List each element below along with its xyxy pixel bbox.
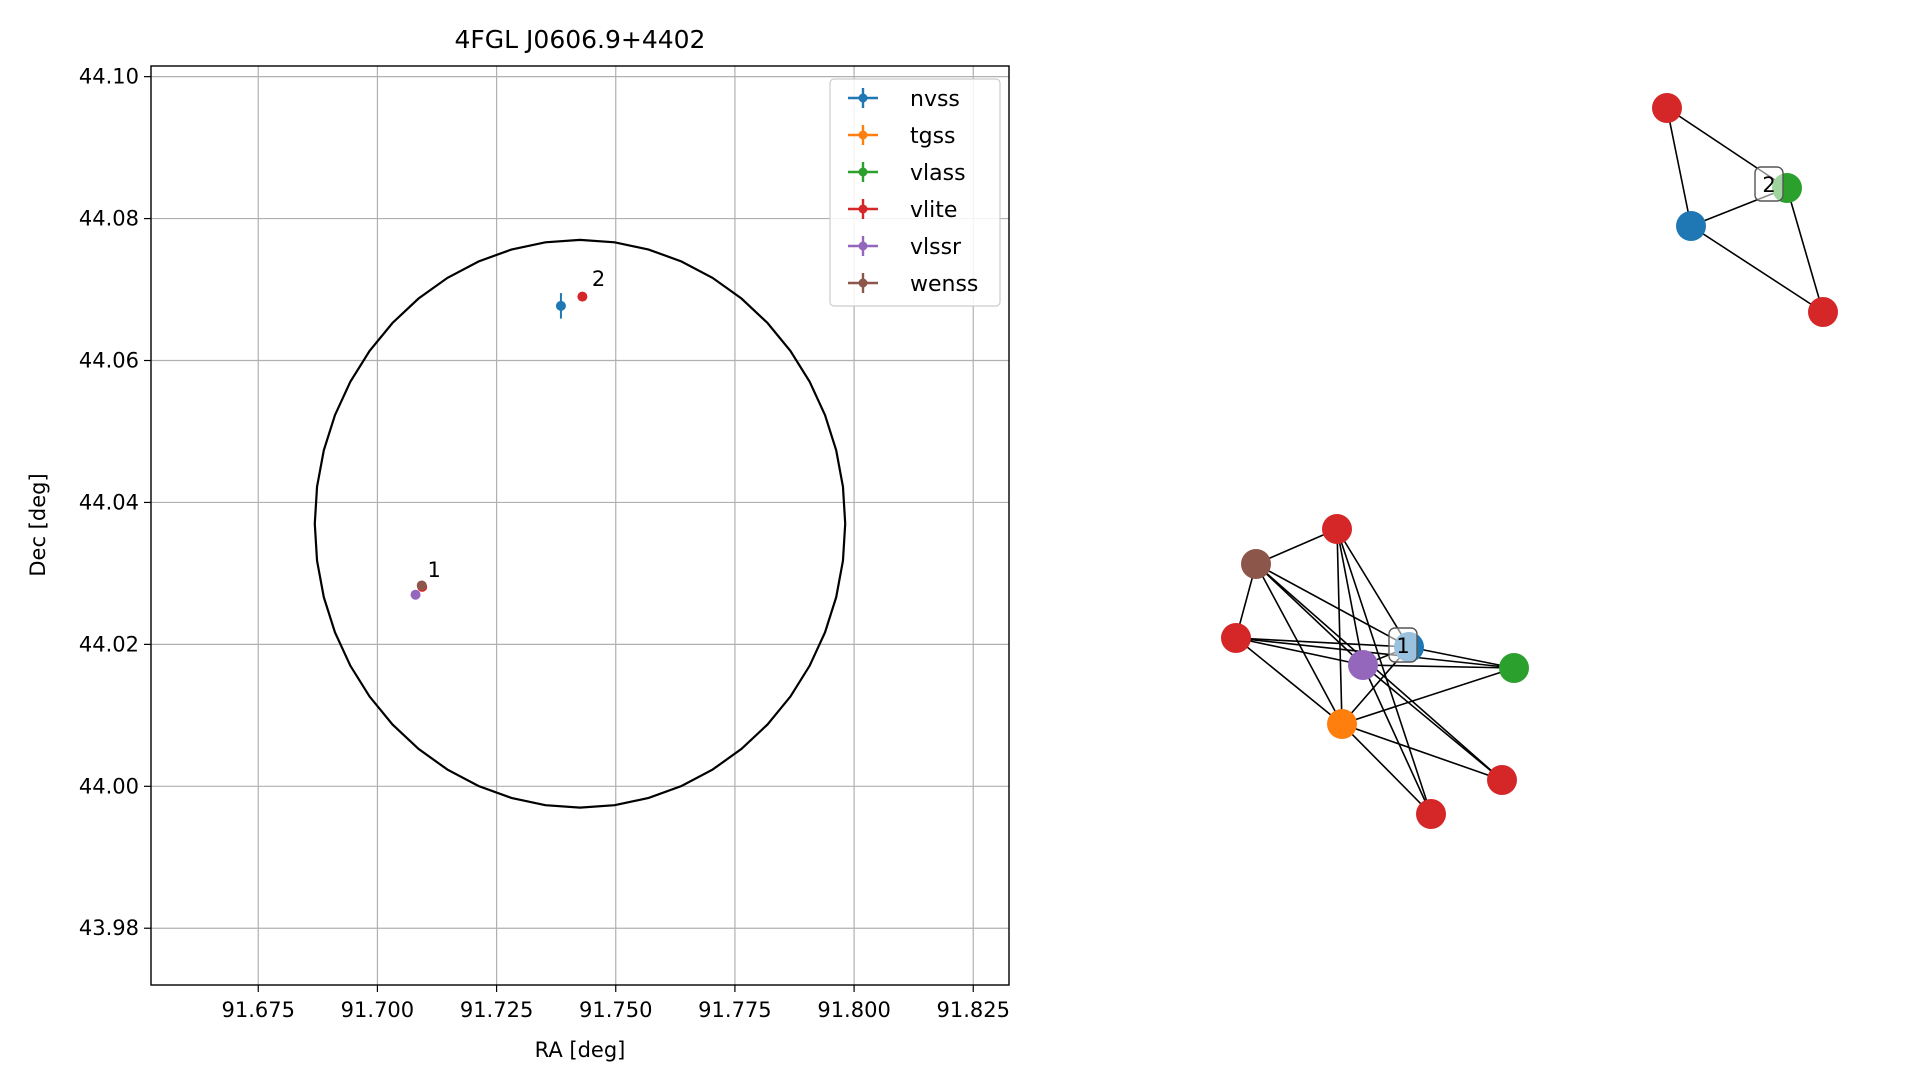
network-panel: 21 [1221,93,1838,829]
network-node [1676,211,1706,241]
network-edge [1786,187,1824,313]
wenss-legend-marker [858,278,868,288]
y-tick-label: 44.04 [79,490,139,514]
tgss-legend-label: tgss [910,124,956,149]
network-edge [1235,637,1343,725]
x-tick-label: 91.675 [222,998,295,1022]
network-node [1808,297,1838,327]
network-edge [1255,563,1410,648]
network-edge [1235,637,1410,648]
x-tick-label: 91.700 [341,998,414,1022]
network-edge [1235,637,1515,669]
vlssr-point [410,589,421,600]
x-axis-label: RA [deg] [535,1038,626,1062]
network-edge [1362,664,1515,669]
network-edge [1235,637,1364,666]
localization-circle [313,238,847,809]
network-node [1487,765,1517,795]
nvss-legend-marker [858,93,868,103]
network-node [1322,514,1352,544]
wenss-point [416,580,427,591]
network-node [1652,93,1682,123]
vlite-point [577,291,588,302]
legend: nvss tgss vlass vlite vlssr wenss [829,78,1001,307]
network-edge [1362,664,1503,781]
network-edge [1255,563,1503,781]
network-edge [1666,107,1692,227]
network-edge [1336,528,1364,666]
network-edge [1341,723,1432,815]
x-tick-label: 91.800 [817,998,890,1022]
network-edge [1362,664,1432,815]
chart-title: 4FGL J0606.9+4402 [455,25,706,54]
axes-frame [150,65,1010,986]
vlssr-legend-label: vlssr [910,235,962,260]
network-node [1416,799,1446,829]
y-tick-label: 44.00 [79,774,139,798]
network-edge [1408,646,1515,669]
tgss-legend-marker [858,130,868,140]
ticks: 91.675 91.700 91.725 91.750 91.775 91.800 91.8… [79,65,1010,1022]
vlite-legend-marker [858,204,868,214]
nvss-legend-label: nvss [910,87,960,112]
x-tick-label: 91.775 [698,998,771,1022]
vlssr-legend-marker [858,241,868,251]
network-node [1327,709,1357,739]
network-node [1221,623,1251,653]
plot-content: 12 [313,238,847,809]
x-tick-label: 91.725 [460,998,533,1022]
x-tick-label: 91.750 [579,998,652,1022]
vlite-legend-label: vlite [910,198,957,223]
network-edge [1255,563,1364,666]
network-node [1241,549,1271,579]
group-label: 1 [1396,634,1409,658]
group-label-box [1754,166,1784,202]
point-annotation: 1 [427,558,440,582]
wenss-legend-label: wenss [910,272,978,297]
x-tick-label: 91.825 [937,998,1010,1022]
network-edge [1336,528,1432,815]
y-tick-label: 44.02 [79,632,139,656]
vlass-legend-label: vlass [910,161,966,186]
network-edge [1341,667,1515,725]
y-tick-label: 44.10 [79,65,139,89]
vlass-legend-marker [858,167,868,177]
network-node [1499,653,1529,683]
network-edge [1341,723,1503,781]
network-edge [1690,225,1824,313]
nvss-point [555,300,566,311]
y-tick-label: 43.98 [79,916,139,940]
y-tick-label: 44.06 [79,349,139,373]
group-label-box [1388,627,1418,663]
group-label: 2 [1762,173,1775,197]
scatter-panel: 12 91.675 91.700 91.725 91.750 91.775 91.800 9… [26,25,1010,1062]
y-axis-label: Dec [deg] [26,473,50,576]
y-tick-label: 44.08 [79,207,139,231]
network-edge [1336,528,1343,725]
network-node [1348,650,1378,680]
point-annotation: 2 [592,267,605,291]
